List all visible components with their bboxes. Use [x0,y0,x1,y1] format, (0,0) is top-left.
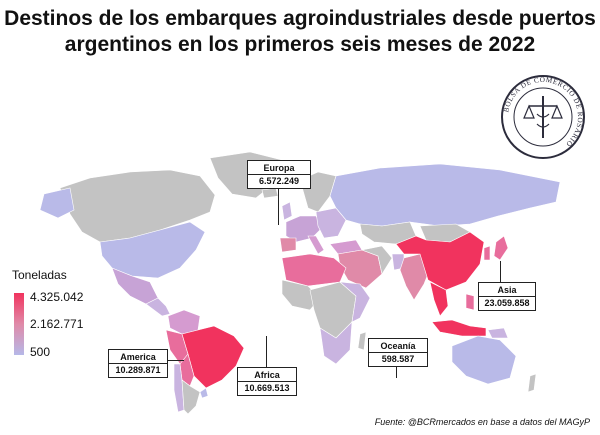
country-alaska [39,187,75,219]
country-japan [493,235,509,261]
region-value: 10.669.513 [244,383,290,393]
country-uruguay [199,387,209,399]
country-canada [59,169,216,243]
callout-america: America 10.289.871 [108,349,168,378]
legend-mid-label: 2.162.771 [30,317,84,331]
region-name: Africa [238,368,296,382]
country-central-america [145,297,171,317]
region-name: America [109,350,167,364]
legend-min-label: 500 [30,345,51,359]
country-west-africa [281,279,321,311]
country-australia [451,335,517,385]
country-russia [329,163,561,227]
country-philippines [465,293,475,311]
country-korea [483,245,491,261]
region-name: Asia [479,283,535,297]
country-southern-africa [319,321,353,365]
country-indochina [429,281,449,317]
country-italy [307,235,325,255]
country-new-zealand [527,373,537,393]
legend-max-label: 4.325.042 [30,290,84,304]
region-value: 10.289.871 [115,365,161,375]
asia-connector [500,261,501,283]
callout-asia: Asia 23.059.858 [478,282,536,311]
bcr-seal-logo: BOLSA DE COMERCIO DE ROSARIO [501,75,585,159]
country-east-africa [339,281,371,323]
africa-connector [266,336,267,368]
source-note: Fuente: @BCRmercados en base a datos del… [374,417,590,427]
country-north-africa [281,253,347,287]
callout-oceania: Oceanía 598.587 [368,338,428,367]
callout-europa: Europa 6.572.249 [247,160,311,189]
country-iran [360,245,393,275]
oceania-connector [396,366,397,378]
legend-color-scale [14,293,24,355]
country-indonesia [431,319,487,337]
region-value: 23.059.858 [484,298,530,308]
region-name: Oceanía [369,339,427,353]
country-usa [99,221,206,279]
legend-title: Toneladas [12,268,67,282]
country-argentina [181,379,201,415]
country-papua-new-guinea [487,327,509,339]
country-china [395,231,485,291]
map-title: Destinos de los embarques agroindustrial… [4,7,596,56]
region-value: 598.587 [381,354,415,364]
country-iberia [279,237,297,253]
region-value: 6.572.249 [258,176,300,186]
europa-connector [278,189,279,225]
country-iceland [261,187,279,199]
country-madagascar [357,331,367,351]
country-western-europe [285,215,323,243]
country-uk [281,201,293,221]
callout-africa: Africa 10.669.513 [237,367,297,396]
region-name: Europa [248,161,310,175]
